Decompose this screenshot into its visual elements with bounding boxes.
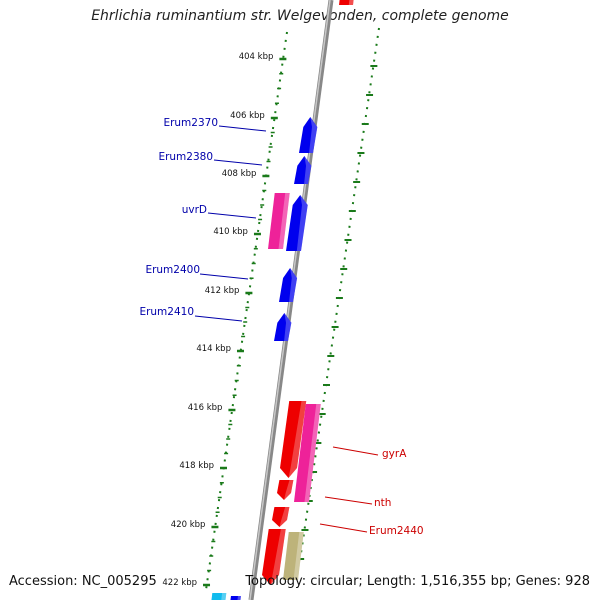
gene-label: gyrA: [382, 448, 407, 460]
scale-label: 422 kbp: [162, 578, 197, 588]
gene-label: Erum2380: [158, 151, 213, 163]
gene-feature-magenta-1-shade: [278, 193, 290, 249]
gene-feature-blue-bottom-shade: [237, 596, 241, 600]
gene-callouts: Erum2370 Erum2380 uvrD Erum2400 Erum2410 gyrA…: [139, 117, 423, 537]
gene-feature-uvrd: [286, 195, 308, 251]
scale-label: 412 kbp: [205, 286, 240, 296]
gene-feature-top-red-shade: [348, 0, 354, 5]
accession-text: Accession: NC_005295: [9, 574, 157, 589]
gene-feature-cyan: [211, 593, 227, 600]
callout-line: [213, 159, 263, 166]
gene-feature-erum2440: [272, 507, 290, 527]
inner-dotted-guide: [205, 31, 288, 591]
gene-feature-khaki: [283, 532, 304, 580]
gene-feature-magenta-2-shade: [304, 404, 321, 502]
gene-feature-nth-shade: [284, 480, 294, 500]
gene-feature-cyan-shade: [221, 593, 227, 600]
gene-feature-erum2380: [294, 156, 312, 184]
gene-label: uvrD: [182, 204, 207, 216]
gene-feature-magenta-1: [268, 193, 290, 249]
gene-label: nth: [374, 497, 391, 509]
gene-label: Erum2440: [369, 525, 424, 537]
gene-feature-blue-bottom: [230, 596, 241, 600]
gene-feature-khaki-shade: [293, 532, 304, 580]
callout-line: [324, 496, 373, 505]
genome-summary-text: Topology: circular; Length: 1,516,355 bp…: [245, 574, 590, 589]
gene-label: Erum2400: [145, 264, 200, 276]
callout-line: [207, 212, 257, 219]
gene-feature-erum2410-shade: [284, 313, 292, 341]
scale-label: 410 kbp: [213, 227, 248, 237]
gene-feature-top-red: [339, 0, 354, 5]
gene-feature-erum2370-shade: [309, 117, 318, 153]
callout-line: [194, 315, 243, 322]
gene-feature-gyra-shade: [288, 401, 307, 478]
gene-feature-erum2440-shade: [279, 507, 290, 527]
gene-label: Erum2410: [139, 306, 194, 318]
gene-feature-red-bottom-shade: [270, 529, 286, 585]
gene-label: Erum2370: [163, 117, 218, 129]
gene-feature-erum2400: [279, 268, 298, 302]
scale-ruler: 404 kbp 406 kbp 408 kbp 410 kbp 412 kbp 414 k…: [162, 52, 287, 588]
gene-feature-erum2400-shade: [289, 268, 298, 302]
gene-feature-magenta-2: [294, 404, 321, 502]
scale-label: 420 kbp: [171, 520, 206, 530]
gene-feature-erum2370: [299, 117, 318, 153]
scale-label: 406 kbp: [230, 111, 265, 121]
gene-feature-uvrd-shade: [296, 195, 308, 251]
scale-label: 404 kbp: [239, 52, 274, 62]
map-title: Ehrlichia ruminantium str. Welgevonden, …: [91, 8, 509, 24]
scale-label: 408 kbp: [222, 169, 257, 179]
scale-label: 416 kbp: [188, 403, 223, 413]
gene-feature-erum2410: [274, 313, 292, 341]
callout-line: [199, 273, 249, 280]
gene-features: [211, 0, 354, 600]
gene-feature-red-bottom: [262, 529, 286, 585]
scale-label: 418 kbp: [179, 461, 214, 471]
gene-feature-nth: [277, 480, 294, 500]
scale-label: 414 kbp: [196, 344, 231, 354]
callout-line: [332, 446, 379, 456]
callout-line: [319, 523, 368, 533]
callout-line: [218, 125, 267, 132]
gene-feature-erum2380-shade: [304, 156, 312, 184]
outer-dotted-guide: [299, 27, 380, 561]
gene-feature-gyra: [280, 401, 307, 478]
